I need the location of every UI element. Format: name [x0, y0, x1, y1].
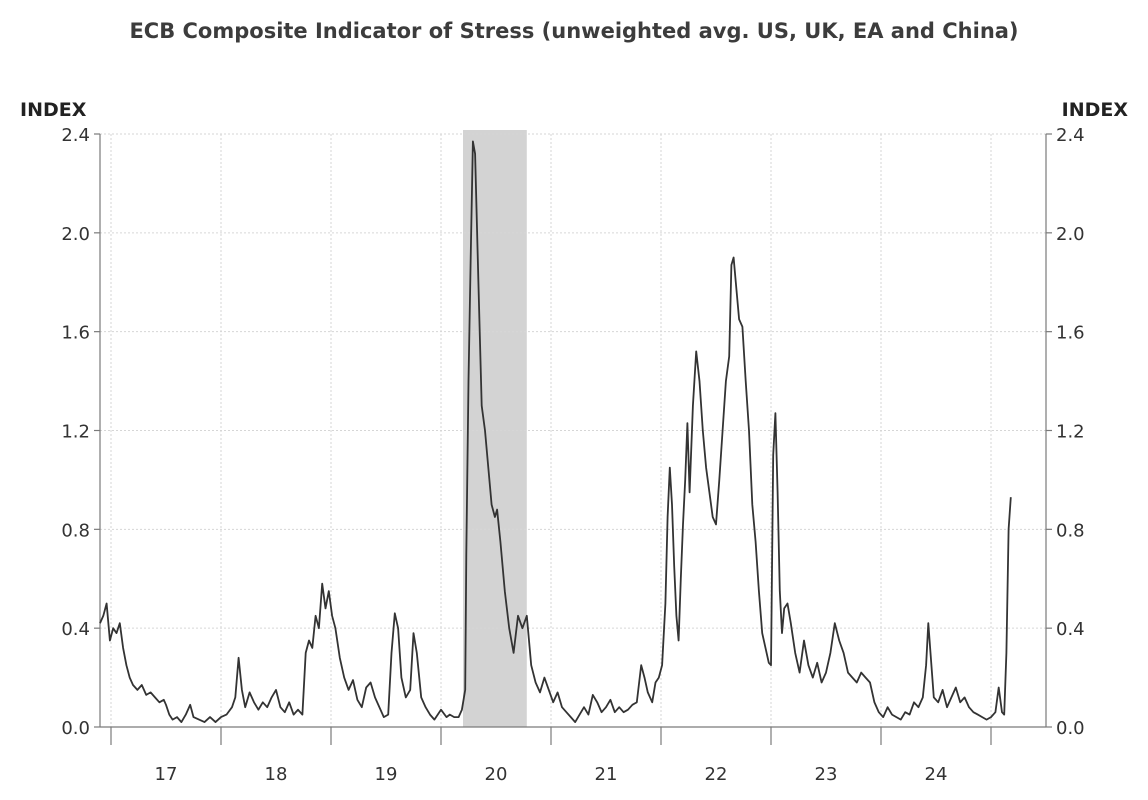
y-tick-label-left: 0.4	[61, 619, 90, 640]
x-tick-labels: 17 18 19 20 21 22 23 24	[155, 764, 948, 785]
gridlines	[100, 133, 1046, 727]
x-tick-label: 21	[595, 764, 618, 785]
y-axis-label-right: INDEX	[1062, 99, 1129, 121]
y-tick-label-right: 0.0	[1056, 718, 1085, 739]
y-tick-label-left: 2.4	[61, 125, 90, 146]
y-tick-label-left: 1.2	[61, 422, 90, 443]
axes	[99, 134, 1047, 745]
x-tick-label: 17	[155, 764, 178, 785]
y-axis-label-left: INDEX	[20, 99, 87, 121]
x-tick-label: 24	[925, 764, 948, 785]
x-tick-label: 18	[265, 764, 288, 785]
y-tick-label-right: 0.8	[1056, 520, 1085, 541]
y-tick-label-right: 1.2	[1056, 422, 1085, 443]
y-tick-label-left: 2.0	[61, 224, 90, 245]
y-tick-label-left: 1.6	[61, 323, 90, 344]
y-tick-label-left: 0.8	[61, 520, 90, 541]
shaded-period	[463, 130, 527, 727]
x-tick-label: 19	[375, 764, 398, 785]
shaded-region	[463, 130, 527, 727]
x-tick-label: 23	[815, 764, 838, 785]
y-tick-label-right: 2.4	[1056, 125, 1085, 146]
y-tick-label-right: 0.4	[1056, 619, 1085, 640]
series-line	[99, 140, 1012, 723]
y-tick-label-right: 1.6	[1056, 323, 1085, 344]
series	[99, 140, 1012, 723]
x-tick-label: 22	[705, 764, 728, 785]
chart-title: ECB Composite Indicator of Stress (unwei…	[129, 19, 1018, 43]
y-ticks-right: 0.0 0.4 0.8 1.2 1.6 2.0 2.4	[1046, 125, 1085, 739]
y-tick-label-left: 0.0	[61, 718, 90, 739]
y-ticks-left: 0.0 0.4 0.8 1.2 1.6 2.0 2.4	[61, 125, 100, 739]
x-tick-label: 20	[485, 764, 508, 785]
y-tick-label-right: 2.0	[1056, 224, 1085, 245]
